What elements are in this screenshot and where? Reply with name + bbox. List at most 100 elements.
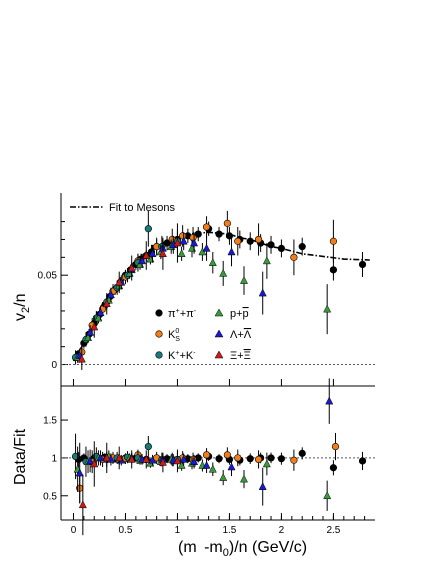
top-point-lam bbox=[148, 249, 157, 258]
legend-label-kshort: K0 S bbox=[168, 328, 180, 343]
top-point-ks bbox=[329, 237, 338, 245]
species-legend: π++π- K0 S K++K- p+p Λ+Λ Ξ+Ξ bbox=[155, 308, 252, 362]
x-tick-label: 1 bbox=[175, 525, 181, 536]
legend-label-pions: π++π- bbox=[168, 308, 197, 320]
x-tick-label: 1.5 bbox=[222, 525, 236, 536]
bottom-point-k bbox=[144, 442, 152, 451]
bottom-point-lam bbox=[258, 482, 267, 490]
bottom-point-pi bbox=[358, 457, 367, 465]
bottom-point-xi bbox=[158, 457, 167, 466]
legend-marker-lambdas bbox=[214, 329, 224, 338]
top-point-xi bbox=[173, 238, 182, 247]
top-point-xi bbox=[102, 299, 111, 308]
top-point-lam bbox=[179, 236, 188, 245]
top-point-lam bbox=[190, 238, 199, 247]
bottom-point-xi bbox=[90, 459, 99, 468]
bottom-point-p bbox=[219, 473, 228, 481]
x-tick-label: 0.5 bbox=[119, 525, 133, 536]
bottom-point-pi bbox=[267, 454, 275, 462]
top-point-xi bbox=[115, 277, 124, 286]
top-point-lam bbox=[106, 290, 115, 299]
bottom-point-p bbox=[208, 464, 217, 473]
bottom-point-xi bbox=[78, 500, 87, 509]
top-point-ks bbox=[179, 232, 187, 240]
top-y-tick-label: 0.05 bbox=[38, 271, 58, 282]
bottom-point-xi bbox=[142, 454, 151, 463]
top-point-ks bbox=[234, 237, 242, 245]
bottom-y-tick-label: 1 bbox=[51, 453, 57, 464]
legend-marker-xis bbox=[214, 350, 224, 359]
top-data-points bbox=[71, 210, 367, 370]
top-point-pi bbox=[163, 239, 171, 247]
top-point-lam bbox=[86, 327, 95, 336]
bottom-point-p bbox=[323, 491, 332, 500]
legend-label-lambdas: Λ+Λ bbox=[230, 329, 252, 341]
x-tick-label: 0 bbox=[71, 525, 77, 536]
top-point-pi bbox=[267, 241, 275, 249]
bottom-point-ks bbox=[254, 455, 263, 464]
bottom-point-ks bbox=[234, 454, 242, 462]
x-tick-label: 2 bbox=[279, 525, 285, 536]
top-point-p bbox=[177, 249, 186, 258]
legend-marker-kshort bbox=[155, 330, 163, 338]
bottom-point-lam bbox=[325, 396, 334, 405]
bottom-point-lam bbox=[75, 468, 84, 477]
bottom-point-ks bbox=[290, 456, 298, 464]
top-point-xi bbox=[142, 250, 151, 259]
bottom-point-ks bbox=[202, 451, 211, 459]
top-point-p bbox=[239, 276, 249, 284]
top-point-pi bbox=[298, 243, 306, 251]
top-point-pi bbox=[277, 244, 286, 252]
top-point-ks bbox=[223, 219, 231, 227]
top-point-pi bbox=[215, 230, 223, 238]
bottom-point-p bbox=[262, 459, 271, 468]
bottom-point-lam bbox=[202, 460, 211, 469]
top-panel: 00.05 bbox=[38, 193, 375, 387]
bottom-point-ks bbox=[223, 451, 231, 459]
top-point-xi bbox=[90, 322, 99, 331]
bottom-point-lam bbox=[86, 456, 95, 465]
top-point-p bbox=[219, 268, 228, 277]
fit-to-mesons-curve bbox=[72, 231, 370, 362]
top-point-pi bbox=[246, 237, 254, 245]
top-point-p bbox=[208, 258, 217, 266]
bottom-point-lam bbox=[227, 462, 236, 471]
top-point-lam bbox=[138, 256, 147, 265]
bottom-point-pi bbox=[215, 455, 223, 463]
x-axis-title: (m -m0)/n (GeV/c) bbox=[178, 539, 307, 559]
bottom-point-lam bbox=[148, 455, 157, 464]
legend-label-protons: p+p bbox=[230, 308, 249, 320]
bottom-point-xi bbox=[115, 453, 124, 462]
top-y-ticks: 00.05 bbox=[38, 221, 68, 371]
bottom-point-ks bbox=[331, 442, 340, 451]
bottom-point-xi bbox=[102, 453, 111, 462]
top-point-pi bbox=[329, 266, 338, 274]
top-point-ks bbox=[254, 235, 263, 244]
top-point-lam bbox=[227, 247, 236, 256]
bottom-point-pi bbox=[329, 464, 338, 472]
fit-legend: Fit to Mesons bbox=[70, 202, 176, 214]
bottom-y-axis-title: Data/Fit bbox=[12, 428, 29, 485]
bottom-point-lam bbox=[190, 457, 199, 465]
top-point-ks bbox=[202, 223, 211, 231]
bottom-y-ticks: 0.5 1 1.5 bbox=[43, 416, 68, 502]
top-point-xi bbox=[77, 354, 86, 363]
top-point-lam bbox=[202, 243, 211, 252]
top-point-lam bbox=[258, 288, 267, 297]
legend-label-kaons: K++K- bbox=[168, 350, 196, 362]
top-point-xi bbox=[127, 263, 136, 272]
bottom-point-pi bbox=[246, 455, 254, 463]
bottom-point-lam bbox=[179, 454, 188, 463]
top-point-ks bbox=[189, 234, 197, 242]
bottom-point-p bbox=[239, 474, 249, 483]
bottom-y-tick-label: 1.5 bbox=[43, 416, 57, 427]
top-y-axis-title: v2/n bbox=[12, 294, 32, 321]
legend-marker-kaons bbox=[155, 351, 163, 359]
bottom-point-lam bbox=[96, 453, 105, 462]
top-point-ks bbox=[290, 253, 298, 261]
top-point-p bbox=[323, 304, 332, 313]
bottom-data-points bbox=[71, 378, 367, 536]
bottom-y-tick-label: 0.5 bbox=[43, 491, 57, 502]
bottom-point-xi bbox=[127, 454, 136, 463]
top-point-p bbox=[262, 256, 271, 265]
